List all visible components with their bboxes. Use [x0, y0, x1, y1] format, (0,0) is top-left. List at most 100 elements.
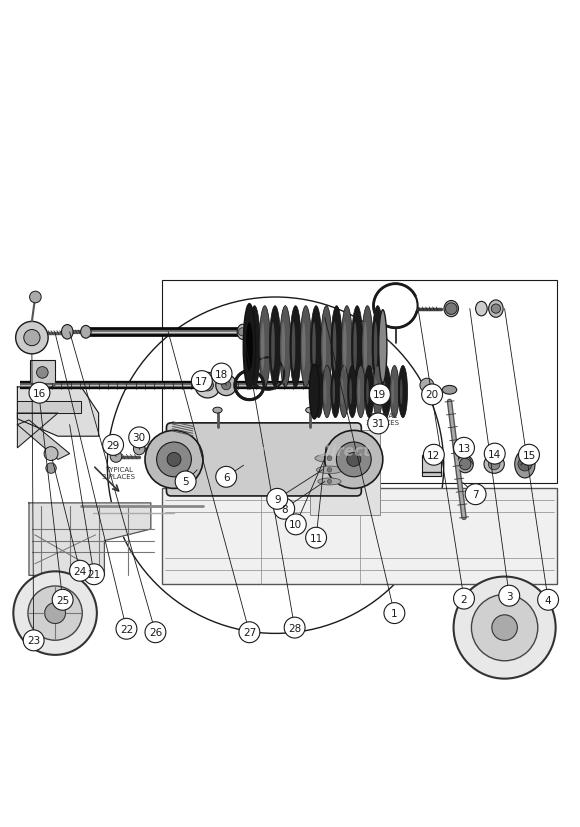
Circle shape — [488, 459, 500, 471]
Circle shape — [336, 442, 371, 477]
Circle shape — [454, 589, 474, 609]
Circle shape — [129, 428, 150, 448]
Circle shape — [195, 373, 220, 399]
Polygon shape — [17, 420, 70, 460]
Circle shape — [28, 586, 82, 640]
Ellipse shape — [316, 379, 318, 405]
Ellipse shape — [313, 442, 345, 452]
Text: 24: 24 — [74, 566, 86, 576]
Ellipse shape — [351, 306, 363, 387]
Ellipse shape — [322, 323, 326, 371]
Ellipse shape — [457, 456, 473, 473]
Circle shape — [306, 528, 327, 548]
Ellipse shape — [390, 366, 399, 418]
Ellipse shape — [379, 310, 387, 384]
Ellipse shape — [280, 306, 291, 387]
Circle shape — [45, 603, 66, 624]
Circle shape — [454, 437, 474, 459]
Ellipse shape — [400, 379, 403, 405]
Text: 27: 27 — [243, 628, 256, 638]
Circle shape — [24, 330, 40, 347]
Circle shape — [327, 444, 332, 450]
Ellipse shape — [312, 323, 316, 371]
Ellipse shape — [383, 379, 386, 405]
Circle shape — [538, 590, 559, 610]
Circle shape — [354, 442, 365, 454]
Circle shape — [274, 499, 295, 519]
Ellipse shape — [61, 325, 73, 340]
Ellipse shape — [515, 451, 535, 478]
Circle shape — [145, 431, 203, 489]
Ellipse shape — [318, 478, 341, 485]
Ellipse shape — [292, 323, 295, 371]
Text: 26: 26 — [149, 628, 162, 638]
Ellipse shape — [249, 306, 260, 387]
Ellipse shape — [321, 306, 332, 387]
Text: 15: 15 — [523, 450, 535, 460]
Circle shape — [44, 447, 58, 461]
Text: 31: 31 — [372, 419, 385, 429]
Text: 1: 1 — [391, 609, 398, 619]
Text: 7: 7 — [472, 490, 479, 500]
Text: 12: 12 — [427, 450, 440, 460]
Circle shape — [368, 414, 389, 434]
Ellipse shape — [314, 366, 323, 418]
Bar — [30, 361, 55, 385]
Circle shape — [327, 480, 332, 484]
Circle shape — [37, 367, 48, 379]
Circle shape — [52, 590, 73, 610]
Ellipse shape — [332, 379, 335, 405]
Circle shape — [70, 561, 90, 581]
Bar — [310, 431, 380, 515]
Circle shape — [157, 442, 191, 477]
Circle shape — [492, 615, 517, 641]
Text: 8: 8 — [281, 504, 288, 514]
Ellipse shape — [302, 323, 306, 371]
Circle shape — [29, 383, 50, 404]
Circle shape — [133, 443, 145, 455]
Polygon shape — [29, 504, 151, 576]
Circle shape — [445, 304, 457, 315]
Text: 20: 20 — [426, 390, 438, 400]
Circle shape — [491, 304, 501, 314]
Ellipse shape — [245, 326, 256, 339]
Ellipse shape — [315, 455, 344, 463]
Bar — [162, 489, 557, 585]
Text: 16: 16 — [33, 388, 46, 399]
Bar — [162, 280, 557, 483]
Bar — [422, 455, 441, 476]
Ellipse shape — [375, 379, 377, 405]
Ellipse shape — [269, 306, 281, 387]
Circle shape — [518, 457, 532, 471]
Circle shape — [422, 385, 443, 405]
Text: 18: 18 — [215, 369, 228, 379]
Ellipse shape — [372, 306, 383, 387]
Ellipse shape — [281, 323, 285, 371]
Ellipse shape — [331, 366, 340, 418]
Text: GolfCartPartsDirect: GolfCartPartsDirect — [204, 443, 371, 459]
Circle shape — [239, 622, 260, 643]
Ellipse shape — [347, 366, 357, 418]
Ellipse shape — [300, 306, 311, 387]
Ellipse shape — [382, 366, 391, 418]
Circle shape — [116, 619, 137, 639]
Circle shape — [347, 453, 361, 466]
Ellipse shape — [271, 323, 275, 371]
Text: 5: 5 — [182, 477, 189, 487]
Text: TYPICAL
3 PLACES: TYPICAL 3 PLACES — [103, 466, 135, 480]
Text: TYPICAL
3 PLACES: TYPICAL 3 PLACES — [367, 413, 399, 425]
Ellipse shape — [373, 366, 382, 418]
Ellipse shape — [331, 306, 342, 387]
Ellipse shape — [366, 379, 369, 405]
Text: 23: 23 — [27, 636, 40, 646]
Circle shape — [454, 577, 556, 679]
Circle shape — [499, 586, 520, 606]
Text: 30: 30 — [133, 433, 146, 442]
Circle shape — [13, 571, 97, 655]
Text: 13: 13 — [458, 443, 470, 453]
Circle shape — [465, 484, 486, 505]
Ellipse shape — [309, 365, 320, 419]
Ellipse shape — [398, 366, 408, 418]
Ellipse shape — [341, 379, 343, 405]
Text: 19: 19 — [374, 390, 386, 400]
